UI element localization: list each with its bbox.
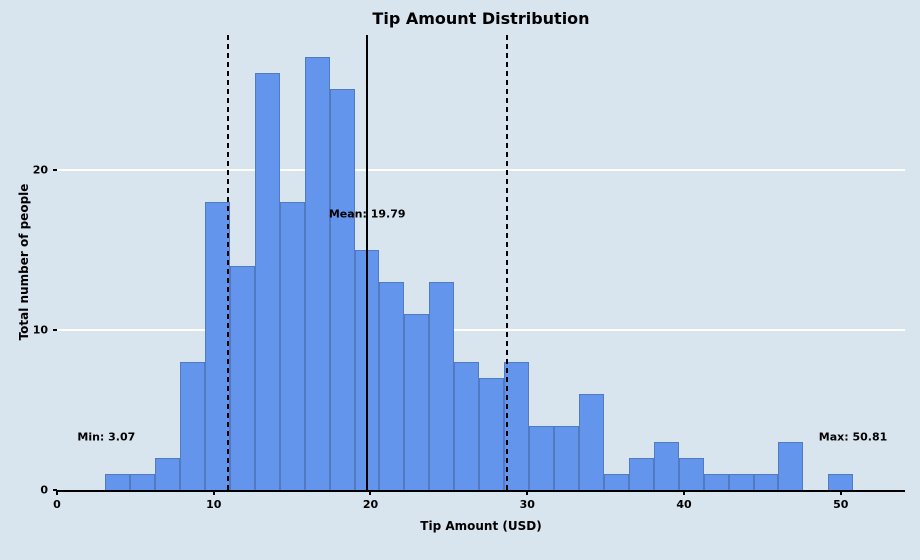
histogram-bar bbox=[454, 361, 480, 490]
x-tick-mark bbox=[682, 490, 685, 495]
x-tick-mark bbox=[212, 490, 215, 495]
histogram-bar bbox=[529, 425, 554, 490]
histogram-bar bbox=[678, 457, 704, 490]
y-tick-label: 20 bbox=[32, 163, 48, 177]
x-tick-label: 0 bbox=[53, 498, 61, 511]
histogram-bar bbox=[603, 473, 629, 490]
y-gridline bbox=[57, 168, 905, 171]
histogram-bar bbox=[229, 265, 255, 490]
y-tick-label: 10 bbox=[32, 323, 48, 337]
y-tick-label: 0 bbox=[40, 483, 48, 497]
max-label: Max: 50.81 bbox=[818, 430, 888, 444]
histogram-bar bbox=[653, 441, 679, 490]
histogram-bar bbox=[204, 201, 230, 490]
histogram-bar bbox=[554, 425, 579, 490]
plot-area: Min: 3.07 Mean: 19.79 Max: 50.81 0 10 20 bbox=[33, 35, 905, 497]
histogram-bar bbox=[304, 57, 330, 490]
histogram-bar bbox=[404, 313, 430, 490]
y-gridline bbox=[57, 328, 905, 331]
histogram-bar bbox=[628, 457, 654, 490]
std-dashed-line bbox=[505, 35, 508, 490]
histogram-bar bbox=[828, 473, 854, 490]
histogram-bar bbox=[429, 281, 455, 490]
x-tick-mark bbox=[369, 490, 372, 495]
y-tick-mark bbox=[53, 328, 57, 331]
x-tick-mark bbox=[526, 490, 529, 495]
histogram-bar bbox=[254, 73, 280, 490]
histogram-bar bbox=[279, 201, 305, 490]
x-axis-label: Tip Amount (USD) bbox=[420, 519, 542, 533]
x-tick-row: 0 10 20 30 40 50 bbox=[53, 490, 905, 516]
histogram-bar bbox=[179, 361, 205, 490]
min-label: Min: 3.07 bbox=[77, 430, 136, 444]
mean-line bbox=[366, 35, 369, 490]
y-tick-mark bbox=[53, 168, 57, 171]
histogram-bar bbox=[728, 473, 754, 490]
x-tick-label: 30 bbox=[519, 498, 535, 511]
histogram-bar bbox=[479, 377, 505, 490]
mean-label: Mean: 19.79 bbox=[328, 207, 406, 221]
y-tick-mark bbox=[53, 489, 57, 491]
histogram-bar bbox=[703, 473, 729, 490]
histogram-bar bbox=[105, 473, 131, 490]
x-tick-mark bbox=[56, 490, 58, 495]
x-tick-label: 10 bbox=[206, 498, 222, 511]
histogram-bar bbox=[504, 361, 530, 490]
x-tick-label: 50 bbox=[833, 498, 849, 511]
histogram-bar bbox=[753, 473, 779, 490]
histogram-bar bbox=[154, 457, 180, 490]
histogram-bar bbox=[778, 441, 804, 490]
x-tick-label: 40 bbox=[676, 498, 692, 511]
chart-title: Tip Amount Distribution bbox=[372, 9, 590, 28]
x-tick-label: 20 bbox=[362, 498, 379, 511]
y-axis-label: Total number of people bbox=[17, 183, 31, 341]
histogram-bar bbox=[329, 89, 355, 490]
histogram-bar bbox=[130, 473, 155, 490]
histogram-bar bbox=[578, 393, 604, 490]
histogram-bar bbox=[379, 281, 405, 490]
x-tick-mark bbox=[839, 490, 842, 495]
std-dashed-line bbox=[226, 35, 229, 490]
